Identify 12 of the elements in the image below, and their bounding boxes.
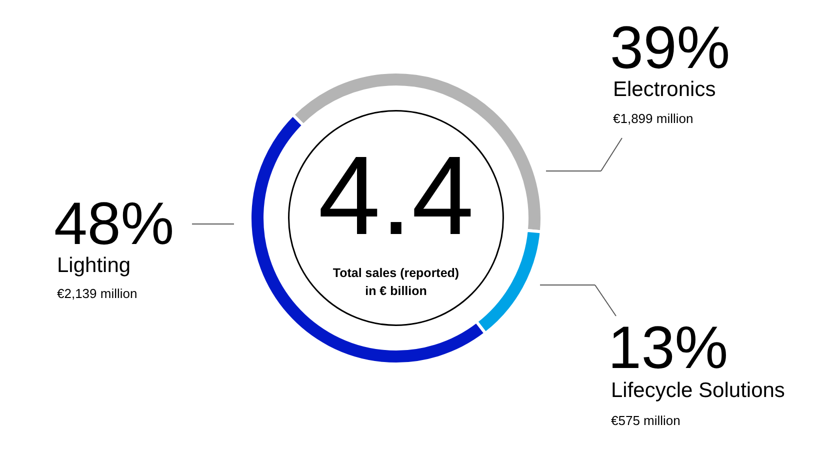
slice-label: Electronics: [613, 78, 716, 101]
text: Total sales (reported): [332, 266, 460, 280]
slice-label: Lighting: [57, 254, 131, 277]
data-label: 39%: [610, 14, 730, 81]
slice-label: Lifecycle Solutions: [611, 379, 785, 402]
text: €1,899 million: [613, 111, 694, 126]
text: €2,139 million: [57, 286, 138, 301]
data-label: 48%: [54, 190, 174, 257]
text: in € billion: [365, 284, 427, 298]
text: 4.4: [318, 133, 474, 258]
data-label: 13%: [608, 314, 728, 381]
text: €575 million: [611, 413, 680, 428]
